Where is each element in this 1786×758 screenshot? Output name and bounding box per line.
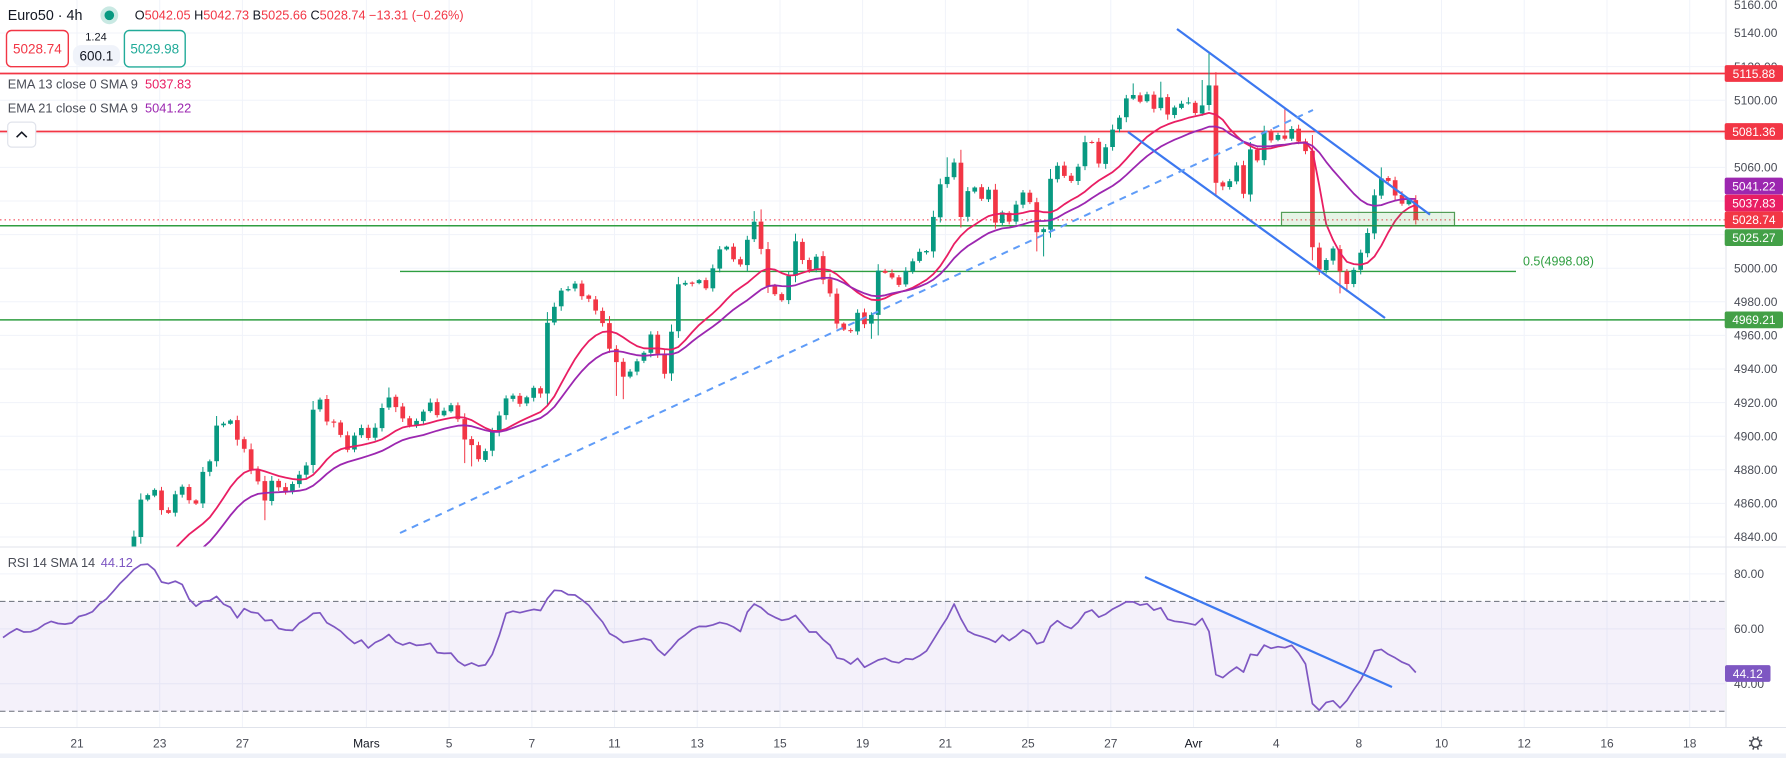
svg-text:80.00: 80.00 xyxy=(1734,567,1764,581)
svg-text:4840.00: 4840.00 xyxy=(1734,530,1778,544)
svg-text:25: 25 xyxy=(1021,737,1035,751)
svg-text:EMA 13 close 0 SMA 9: EMA 13 close 0 SMA 9 xyxy=(8,76,138,91)
svg-text:11: 11 xyxy=(608,737,621,751)
svg-text:60.00: 60.00 xyxy=(1734,622,1764,636)
svg-text:Avr: Avr xyxy=(1185,737,1203,751)
svg-text:O5042.05 H5042.73 B5025.66 C50: O5042.05 H5042.73 B5025.66 C5028.74 −13.… xyxy=(135,9,464,23)
svg-text:21: 21 xyxy=(70,737,84,751)
svg-text:5028.74: 5028.74 xyxy=(13,41,62,56)
svg-text:4860.00: 4860.00 xyxy=(1734,497,1778,511)
svg-text:Euro50 · 4h: Euro50 · 4h xyxy=(8,8,83,24)
svg-text:600.1: 600.1 xyxy=(80,48,114,63)
svg-text:7: 7 xyxy=(529,737,536,751)
svg-text:5081.36: 5081.36 xyxy=(1732,125,1776,139)
svg-text:4900.00: 4900.00 xyxy=(1734,429,1778,443)
svg-text:13: 13 xyxy=(691,737,705,751)
svg-text:5115.88: 5115.88 xyxy=(1733,67,1776,81)
svg-text:EMA 21 close 0 SMA 9: EMA 21 close 0 SMA 9 xyxy=(8,100,138,115)
svg-text:5025.27: 5025.27 xyxy=(1732,231,1776,245)
svg-text:4920.00: 4920.00 xyxy=(1734,396,1778,410)
svg-text:44.12: 44.12 xyxy=(101,555,133,570)
svg-text:5029.98: 5029.98 xyxy=(130,41,179,56)
svg-text:5037.83: 5037.83 xyxy=(1732,196,1776,210)
svg-text:5028.74: 5028.74 xyxy=(1732,213,1776,227)
svg-text:27: 27 xyxy=(1104,737,1118,751)
svg-text:4: 4 xyxy=(1273,737,1280,751)
svg-text:4940.00: 4940.00 xyxy=(1734,362,1778,376)
svg-text:10: 10 xyxy=(1435,737,1449,751)
svg-text:4960.00: 4960.00 xyxy=(1734,329,1778,343)
svg-text:1.24: 1.24 xyxy=(85,31,106,43)
svg-text:5140.00: 5140.00 xyxy=(1734,26,1778,40)
svg-text:4980.00: 4980.00 xyxy=(1734,295,1778,309)
svg-text:8: 8 xyxy=(1355,737,1362,751)
svg-text:44.12: 44.12 xyxy=(1733,667,1763,681)
svg-text:Mars: Mars xyxy=(353,737,380,751)
svg-text:5041.22: 5041.22 xyxy=(1732,179,1776,193)
svg-text:18: 18 xyxy=(1683,737,1697,751)
svg-text:5160.00: 5160.00 xyxy=(1734,0,1778,12)
svg-text:27: 27 xyxy=(236,737,250,751)
svg-text:16: 16 xyxy=(1600,737,1614,751)
svg-text:5037.83: 5037.83 xyxy=(145,76,191,91)
svg-text:4969.21: 4969.21 xyxy=(1732,313,1776,327)
svg-text:5: 5 xyxy=(446,737,453,751)
svg-text:5060.00: 5060.00 xyxy=(1734,161,1778,175)
svg-text:21: 21 xyxy=(939,737,953,751)
svg-text:5000.00: 5000.00 xyxy=(1734,261,1778,275)
svg-text:4880.00: 4880.00 xyxy=(1734,463,1778,477)
svg-text:12: 12 xyxy=(1518,737,1532,751)
svg-text:5041.22: 5041.22 xyxy=(145,100,191,115)
svg-text:23: 23 xyxy=(153,737,167,751)
svg-text:RSI 14 SMA 14: RSI 14 SMA 14 xyxy=(8,555,96,570)
svg-text:5100.00: 5100.00 xyxy=(1734,93,1778,107)
svg-text:15: 15 xyxy=(773,737,787,751)
svg-text:0.5(4998.08): 0.5(4998.08) xyxy=(1523,254,1594,268)
svg-text:19: 19 xyxy=(856,737,870,751)
